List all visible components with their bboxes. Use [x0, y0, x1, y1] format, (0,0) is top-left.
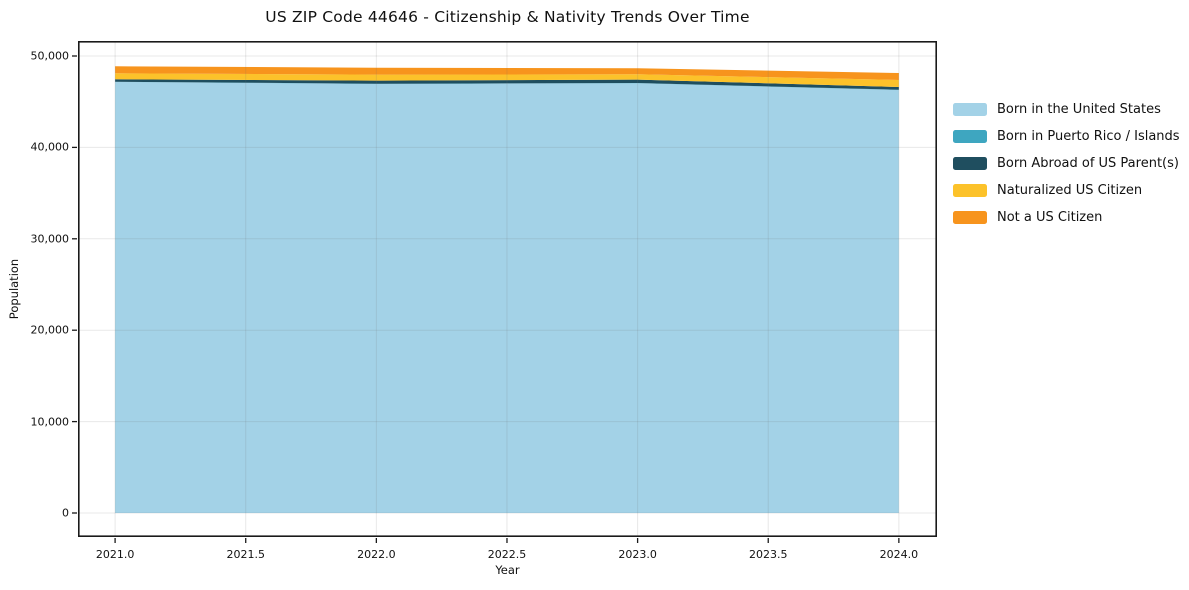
chart-title: US ZIP Code 44646 - Citizenship & Nativi…	[265, 8, 750, 26]
x-axis-label: Year	[495, 563, 520, 577]
y-tick-label: 50,000	[30, 49, 70, 63]
area-series-1	[115, 81, 899, 90]
legend-item: Born in Puerto Rico / Islands	[953, 130, 1180, 143]
legend-label: Naturalized US Citizen	[997, 183, 1143, 198]
legend-swatch	[953, 184, 987, 197]
y-axis-label: Population	[7, 258, 21, 320]
legend-swatch	[953, 211, 987, 224]
y-tick-label: 10,000	[30, 415, 70, 429]
plot-area	[72, 41, 938, 543]
legend-label: Not a US Citizen	[997, 210, 1103, 225]
legend-label: Born Abroad of US Parent(s)	[997, 156, 1179, 171]
x-tick-label: 2023.0	[618, 548, 657, 561]
legend-swatch	[953, 103, 987, 116]
area-series-0	[115, 81, 899, 513]
x-tick-label: 2022.5	[487, 548, 527, 561]
legend-swatch	[953, 130, 987, 143]
area-series-2	[115, 79, 899, 90]
legend-item: Born in the United States	[953, 103, 1180, 116]
legend-label: Born in the United States	[997, 102, 1161, 117]
x-tick-label: 2021.0	[95, 548, 135, 561]
legend-item: Born Abroad of US Parent(s)	[953, 157, 1180, 170]
x-tick-label: 2024.0	[879, 548, 919, 561]
legend-label: Born in Puerto Rico / Islands	[997, 129, 1180, 144]
y-tick-label: 0	[62, 506, 69, 520]
legend: Born in the United States Born in Puerto …	[953, 103, 1180, 238]
x-tick-label: 2021.5	[226, 548, 265, 561]
legend-item: Not a US Citizen	[953, 211, 1180, 224]
area-series-3	[115, 73, 899, 87]
y-tick-label: 30,000	[30, 232, 70, 246]
area-series-4	[115, 66, 899, 80]
axes-frame	[78, 41, 938, 537]
y-tick-label: 20,000	[30, 323, 70, 337]
x-tick-label: 2023.5	[748, 548, 788, 561]
legend-item: Naturalized US Citizen	[953, 184, 1180, 197]
y-tick-label: 40,000	[30, 140, 70, 154]
x-tick-label: 2022.0	[357, 548, 396, 561]
legend-swatch	[953, 157, 987, 170]
